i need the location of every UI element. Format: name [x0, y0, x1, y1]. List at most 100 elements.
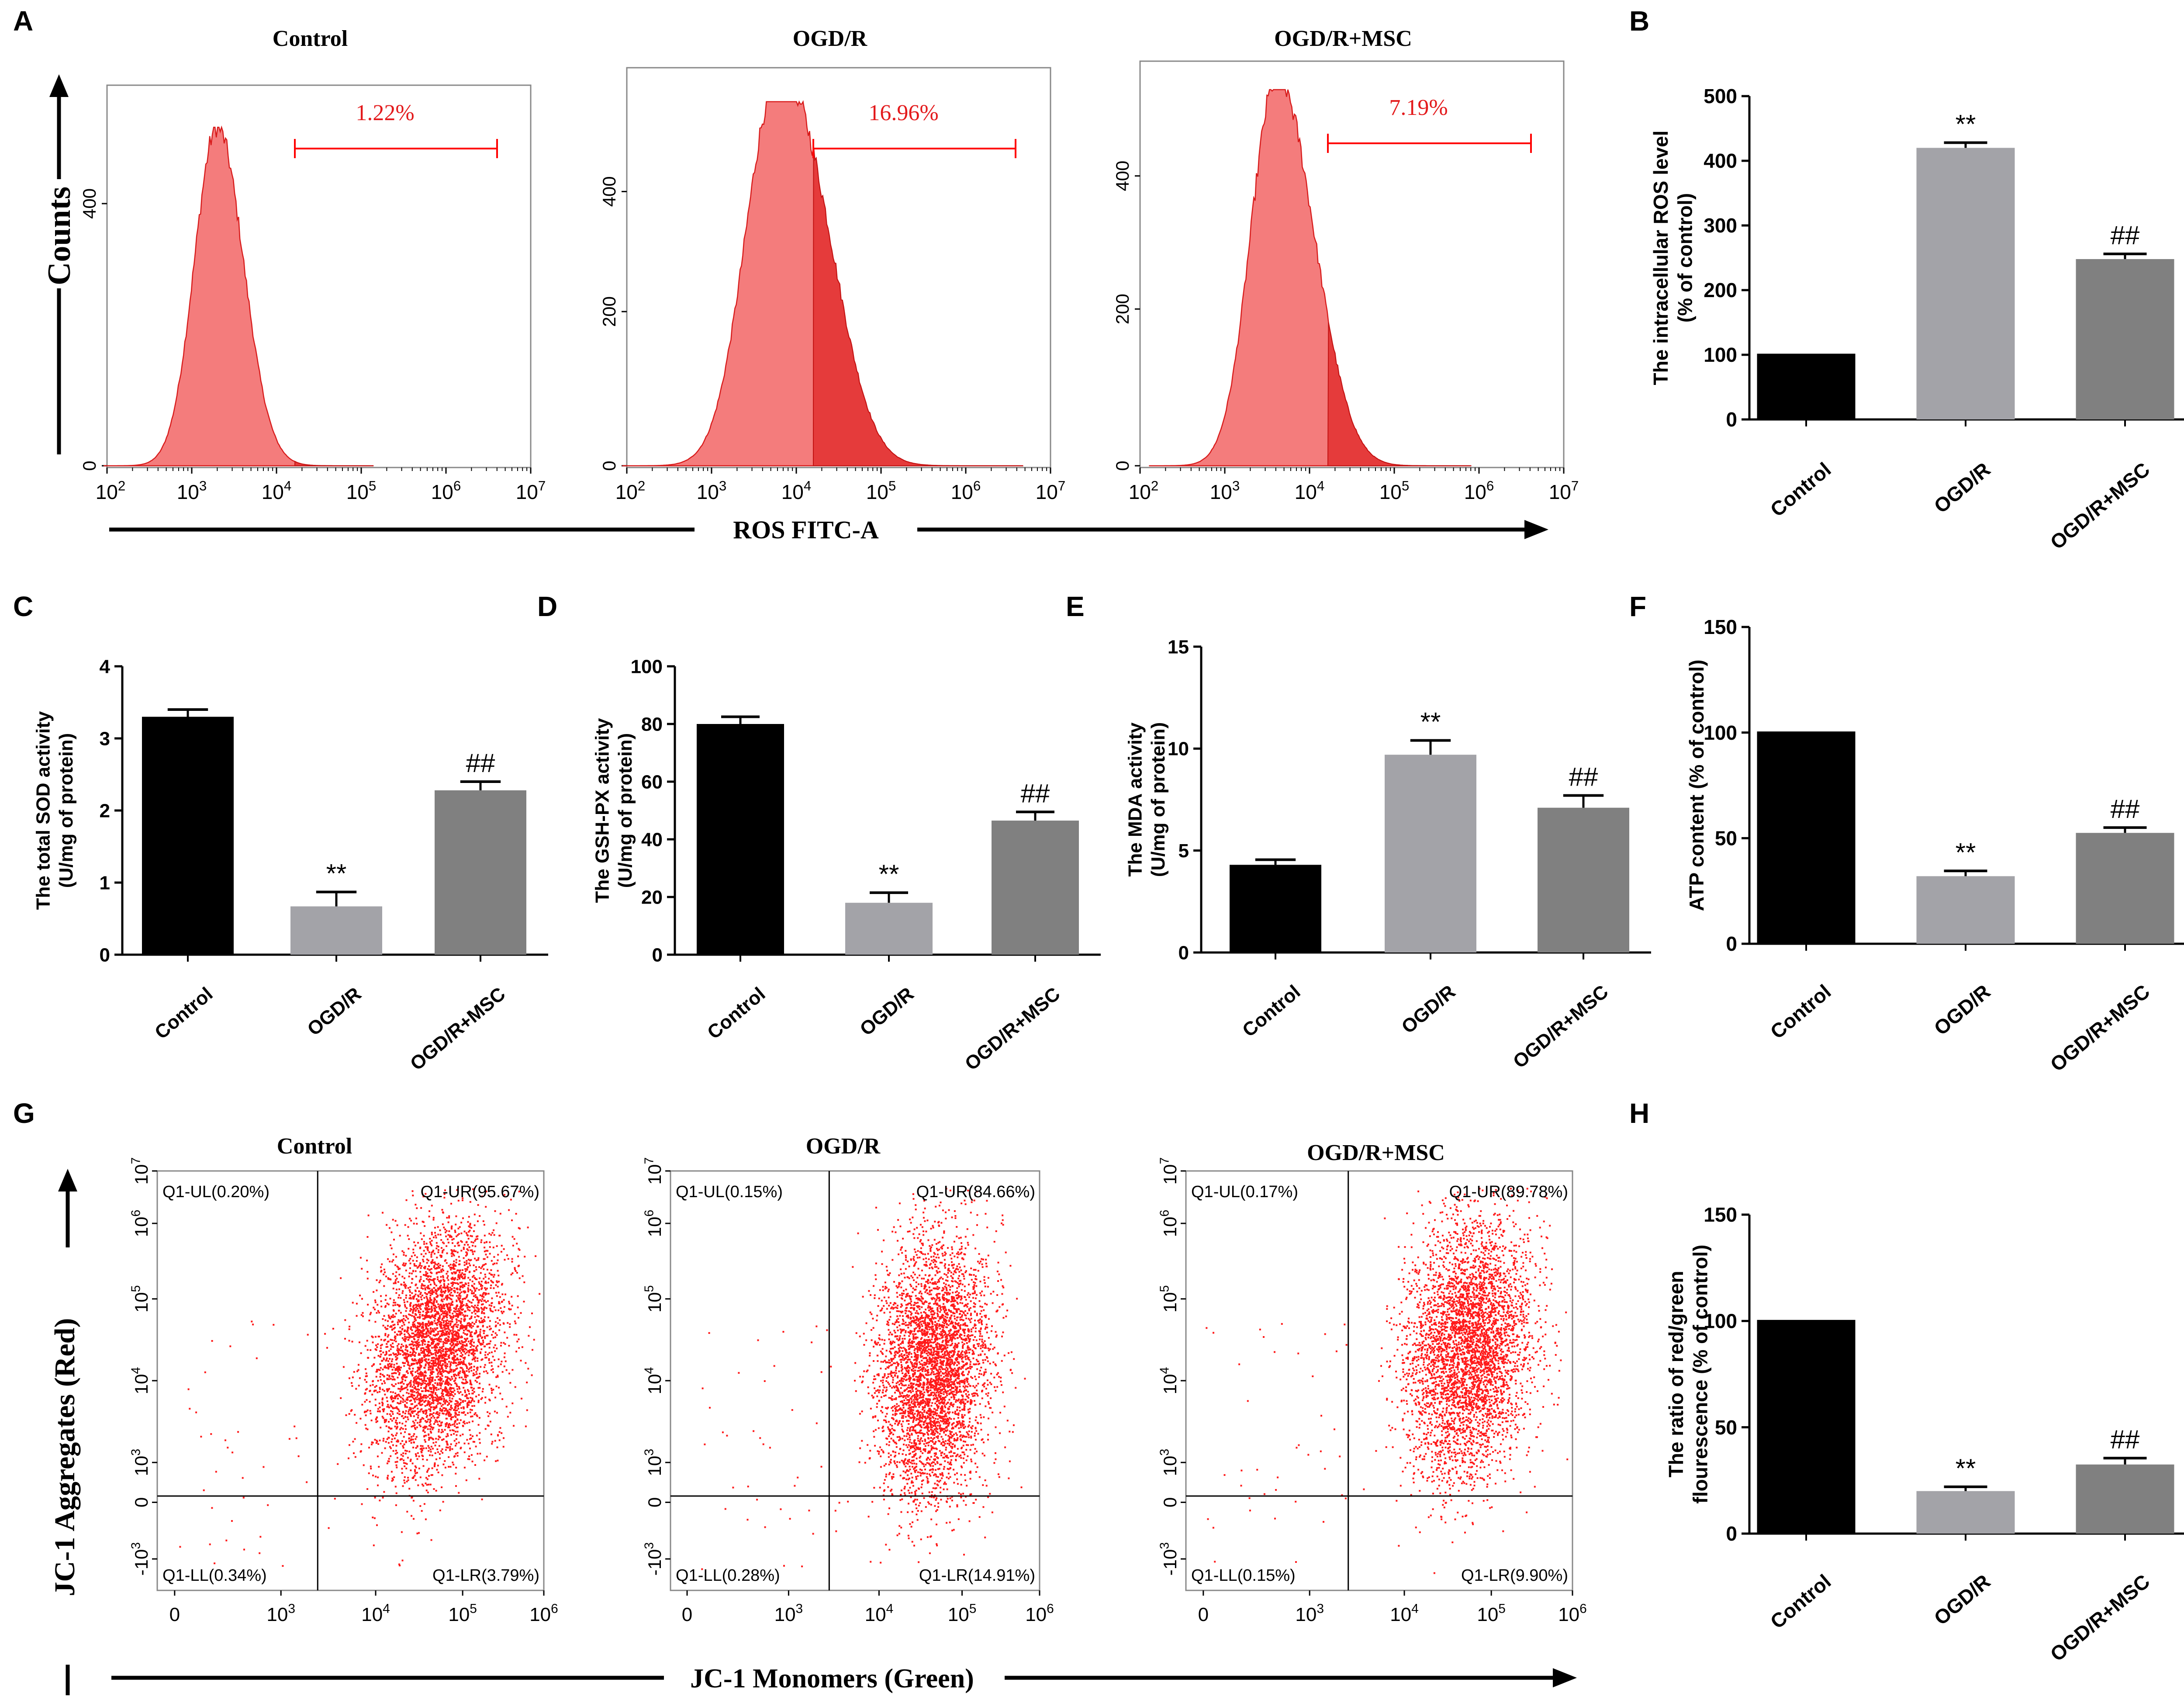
scatter-point [441, 1334, 443, 1337]
scatter-point [481, 1285, 484, 1287]
scatter-point [444, 1383, 446, 1385]
scatter-point [956, 1472, 958, 1474]
scatter-point [504, 1352, 506, 1354]
scatter-point [462, 1378, 464, 1381]
scatter-point [449, 1312, 451, 1314]
scatter-point [431, 1288, 433, 1291]
scatter-point [480, 1307, 482, 1309]
scatter-point [437, 1366, 439, 1368]
scatter-point [406, 1301, 408, 1303]
scatter-point [410, 1355, 412, 1357]
scatter-point [413, 1391, 415, 1393]
scatter-point [457, 1297, 459, 1299]
scatter-point [951, 1447, 953, 1449]
histogram-gated-area [1327, 322, 1472, 466]
scatter-point [406, 1450, 408, 1452]
scatter-point [426, 1309, 428, 1311]
scatter-point [442, 1300, 444, 1302]
scatter-point [485, 1293, 487, 1295]
scatter-point [467, 1285, 470, 1287]
scatter-point [450, 1369, 453, 1372]
scatter-point [458, 1392, 460, 1394]
scatter-point [446, 1391, 447, 1393]
scatter-point [467, 1403, 468, 1405]
scatter-point [439, 1350, 441, 1352]
scatter-point [459, 1278, 460, 1280]
scatter-point [425, 1380, 427, 1382]
scatter-point [435, 1354, 437, 1356]
scatter-point [921, 1363, 923, 1365]
scatter-point [467, 1309, 469, 1311]
scatter-point [451, 1320, 453, 1323]
scatter-point [433, 1408, 435, 1410]
scatter-point [440, 1269, 442, 1271]
scatter-point [436, 1327, 439, 1329]
scatter-point [888, 1397, 890, 1399]
scatter-point [231, 1520, 233, 1522]
scatter-point [446, 1296, 449, 1298]
scatter-point [430, 1403, 432, 1405]
scatter-point [496, 1281, 498, 1283]
y-tick-label-exp: 6 [129, 1210, 143, 1217]
scatter-point [454, 1337, 456, 1340]
scatter-point [495, 1460, 497, 1462]
scatter-point [478, 1341, 480, 1343]
scatter-point [449, 1264, 452, 1266]
scatter-point [439, 1412, 441, 1414]
scatter-point [405, 1441, 407, 1443]
scatter-point [366, 1259, 368, 1261]
scatter-point [414, 1406, 416, 1408]
scatter-point [415, 1428, 417, 1430]
scatter-point [425, 1348, 427, 1351]
scatter-point [429, 1410, 432, 1412]
scatter-point [452, 1391, 454, 1393]
scatter-point [459, 1361, 461, 1363]
scatter-point [413, 1415, 415, 1417]
scatter-point [428, 1450, 430, 1452]
scatter-point [350, 1410, 352, 1412]
scatter-point [409, 1335, 411, 1337]
scatter-point [407, 1372, 409, 1374]
scatter-point [395, 1368, 397, 1370]
scatter-point [475, 1321, 477, 1323]
x-tick-label-base: 10 [266, 1604, 288, 1625]
scatter-point [423, 1235, 425, 1237]
scatter-point [497, 1322, 499, 1324]
scatter-point [430, 1254, 432, 1256]
scatter-point [422, 1410, 424, 1413]
scatter-point [349, 1377, 350, 1379]
scatter-point [394, 1304, 396, 1306]
scatter-point [385, 1425, 387, 1427]
scatter-point [442, 1290, 444, 1292]
scatter-point [935, 1376, 937, 1378]
scatter-point [390, 1398, 393, 1400]
scatter-point [394, 1453, 397, 1455]
scatter-point [377, 1391, 379, 1393]
scatter-point [460, 1343, 462, 1345]
scatter-point [488, 1278, 490, 1280]
scatter-point [440, 1308, 442, 1310]
scatter-point [424, 1382, 426, 1385]
scatter-point [419, 1311, 421, 1313]
scatter-point [397, 1319, 400, 1321]
scatter-point [374, 1308, 376, 1310]
scatter-point [401, 1397, 404, 1399]
scatter-point [454, 1330, 456, 1333]
scatter-point [498, 1329, 501, 1331]
scatter-point [447, 1241, 449, 1243]
scatter-point [425, 1389, 427, 1391]
jc1-scatter-panel: JC-1 Aggregates (Red) JC-1 Monomers (Gre… [49, 1134, 1587, 1695]
scatter-point [511, 1272, 514, 1274]
scatter-point [905, 1444, 907, 1446]
scatter-point [365, 1375, 367, 1377]
scatter-point [423, 1394, 425, 1396]
scatter-point [451, 1429, 453, 1431]
scatter-point [403, 1323, 405, 1326]
scatter-point [391, 1378, 394, 1381]
scatter-point [394, 1282, 397, 1284]
scatter-point [412, 1407, 414, 1410]
scatter-point [958, 1420, 961, 1422]
scatter-point [463, 1325, 466, 1327]
scatter-point [937, 1371, 940, 1373]
scatter-point [470, 1227, 473, 1229]
